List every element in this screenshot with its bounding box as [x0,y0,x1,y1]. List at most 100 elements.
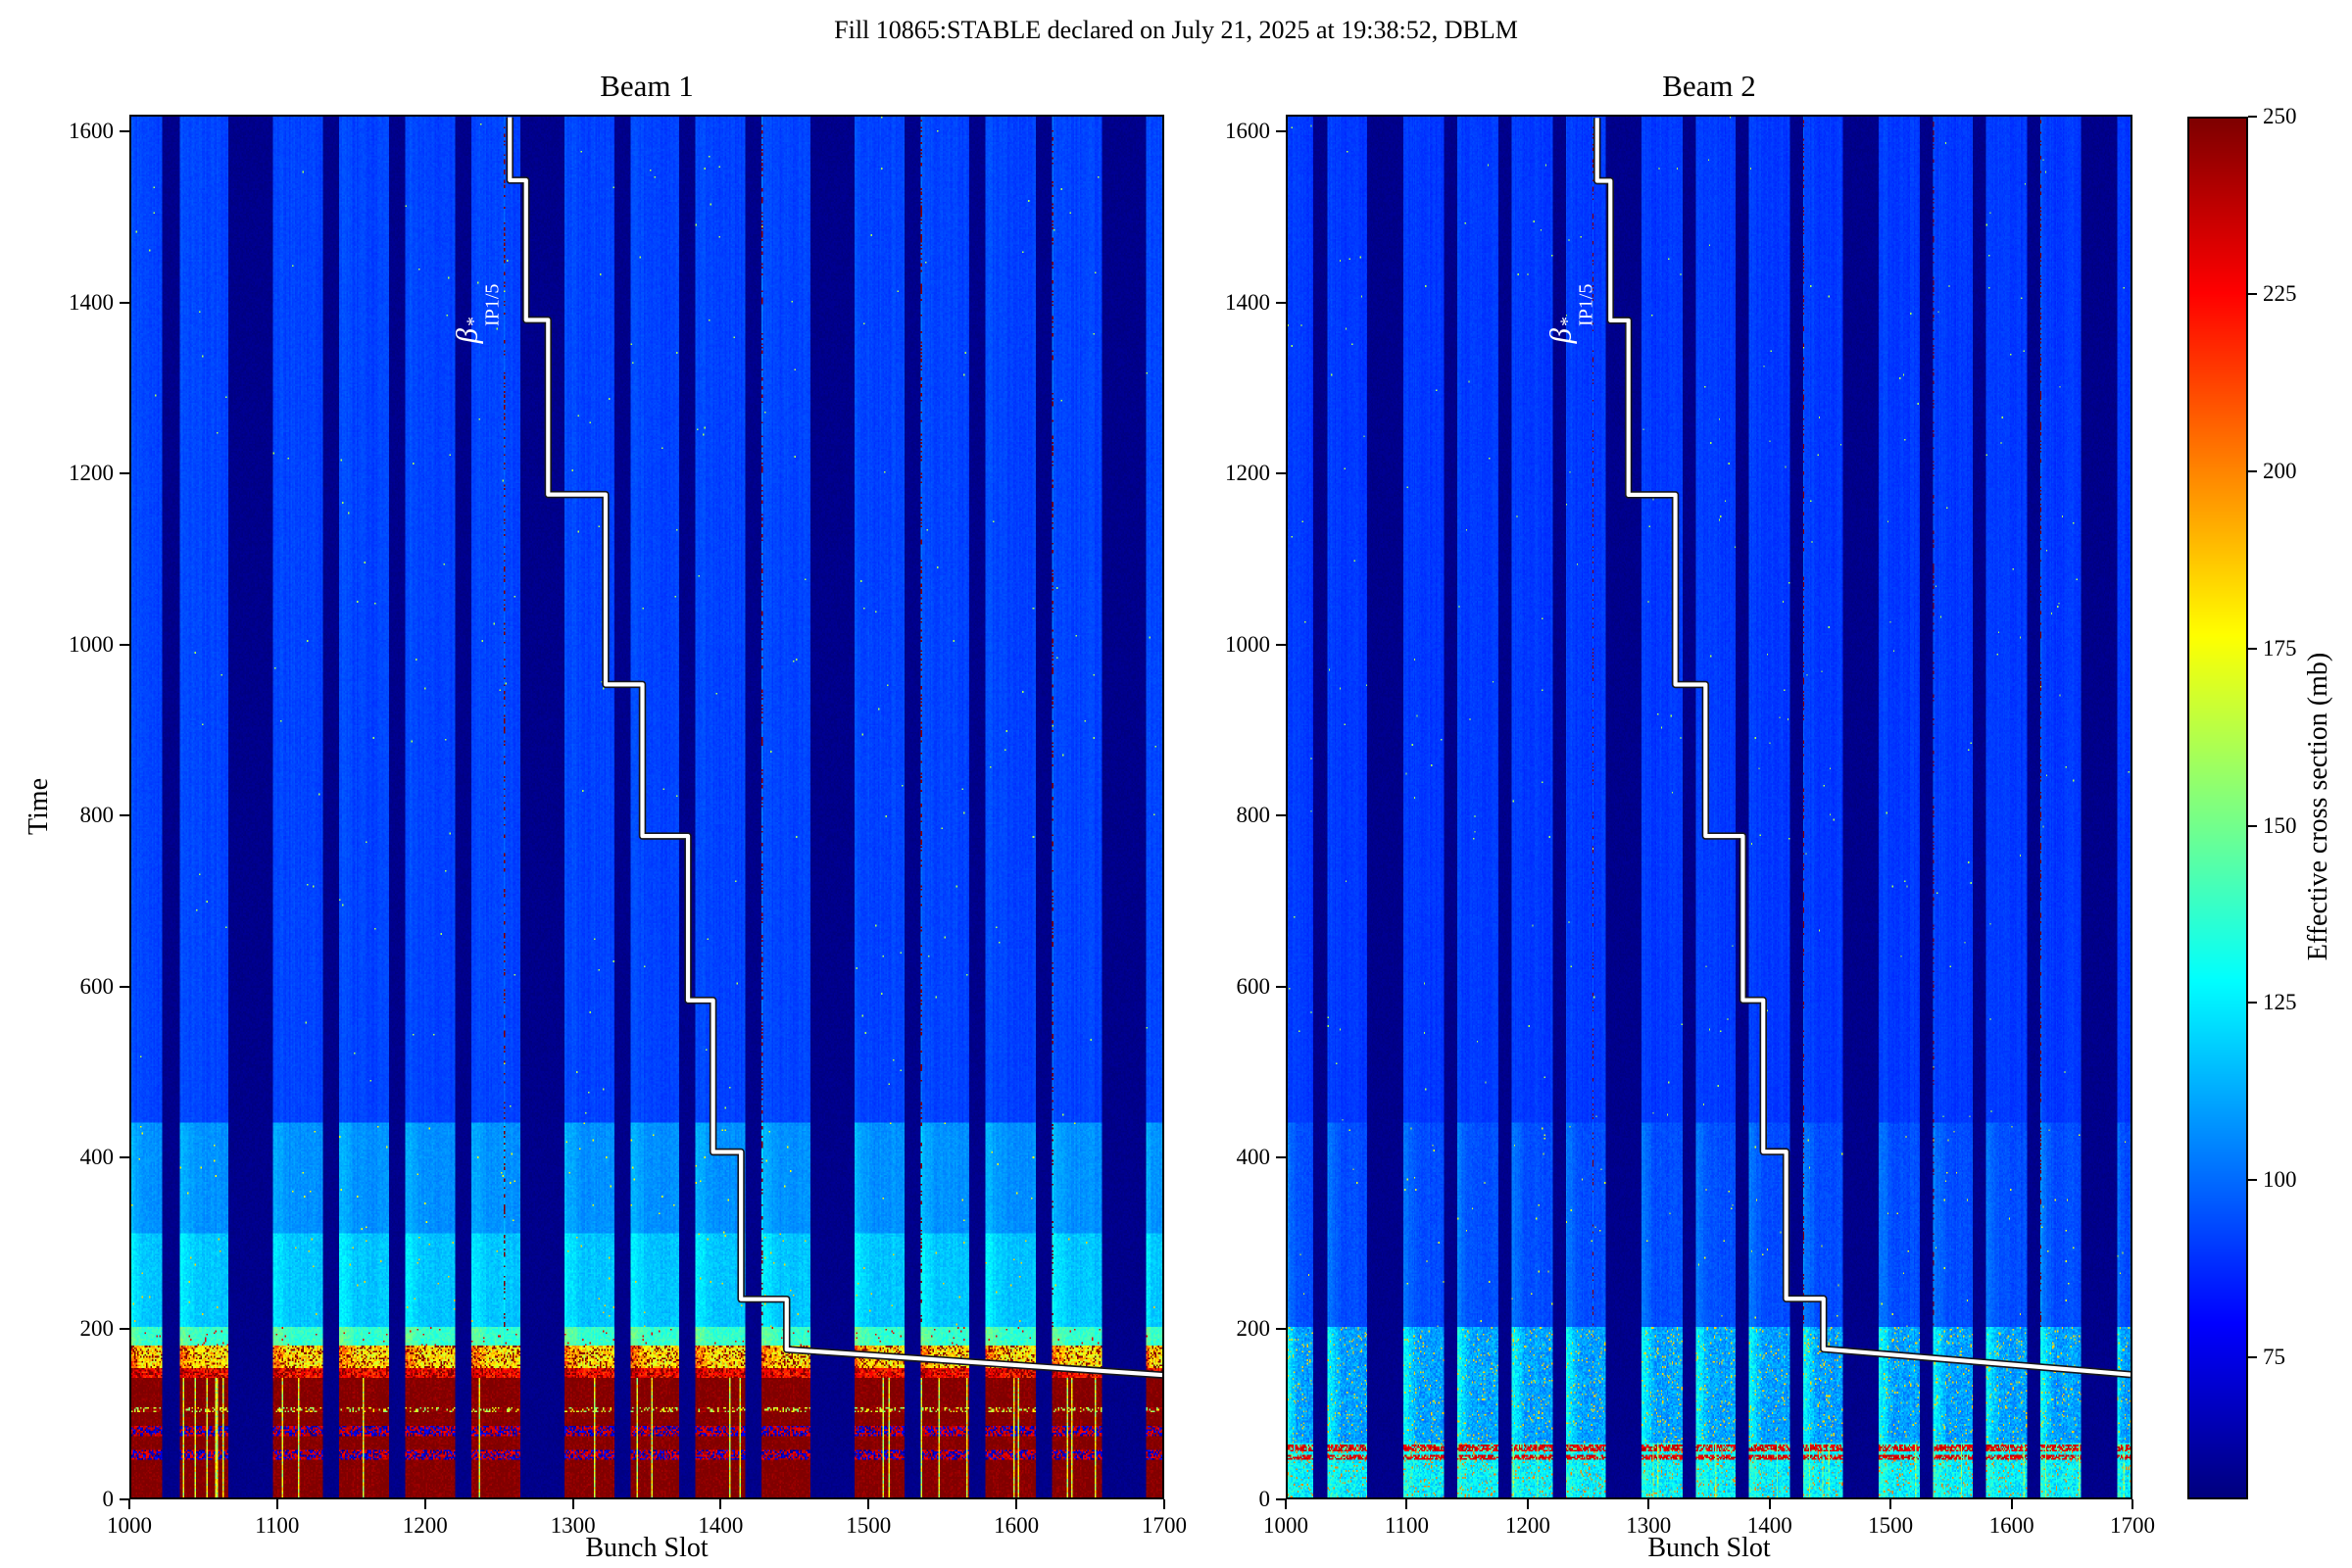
x-tick [275,1499,278,1509]
x-tick [1889,1499,1892,1509]
y-tick [120,985,129,988]
y-tick-label: 200 [1236,1315,1271,1341]
x-tick [128,1499,130,1509]
y-tick-label: 1200 [1225,461,1270,486]
x-tick [1647,1499,1650,1509]
x-tick-label: 1100 [255,1513,300,1538]
heatmap-panel-beam1: β * IP1/5 [129,115,1164,1499]
panel-title-beam2: Beam 2 [1662,69,1756,103]
y-tick [120,472,129,475]
x-tick [1015,1499,1018,1509]
beta-symbol: β [449,327,484,344]
colorbar-tick [2248,292,2257,295]
y-axis-label: Time [24,777,54,836]
x-tick-label: 1400 [1746,1513,1792,1538]
x-tick-label: 1700 [2110,1513,2155,1538]
colorbar-tick-label: 225 [2263,280,2297,306]
y-tick [1276,1156,1286,1159]
colorbar-tick-label: 100 [2263,1167,2297,1193]
x-tick [571,1499,574,1509]
y-tick-label: 1000 [1225,631,1270,657]
x-tick-label: 1200 [1504,1513,1550,1538]
x-tick [1163,1499,1165,1509]
y-tick [1276,130,1286,133]
colorbar-tick-label: 250 [2263,104,2297,128]
x-tick-label: 1300 [550,1513,596,1538]
colorbar-tick-label: 75 [2263,1345,2285,1370]
x-tick [2132,1499,2133,1509]
y-tick [120,1156,129,1159]
y-tick [120,814,129,817]
y-tick [1276,1327,1286,1330]
colorbar-tick [2248,1002,2257,1004]
x-tick-label: 1200 [402,1513,448,1538]
heatmap-canvas-beam1 [131,117,1162,1497]
x-tick [1285,1499,1287,1509]
y-tick-label: 800 [79,803,115,828]
x-tick-label: 1000 [107,1513,152,1538]
figure-title: Fill 10865:STABLE declared on July 21, 2… [834,16,1518,44]
x-tick [1405,1499,1408,1509]
y-tick-label: 1400 [1225,289,1270,315]
colorbar-tick-label: 150 [2263,812,2297,838]
colorbar-tick [2248,469,2257,472]
y-tick [120,130,129,133]
colorbar-gradient [2189,119,2246,1497]
colorbar-tick [2248,1179,2257,1182]
colorbar-tick-label: 175 [2263,635,2297,661]
x-tick-label: 1400 [698,1513,744,1538]
y-tick [120,643,129,646]
y-tick [1276,643,1286,646]
x-axis-label-beam1: Bunch Slot [585,1533,709,1563]
y-tick [1276,814,1286,817]
beta-star-line-beam1 [506,117,1162,1379]
y-tick [120,301,129,304]
x-tick [1768,1499,1771,1509]
y-tick-label: 1000 [69,631,114,657]
y-tick-label: 1200 [69,461,114,486]
y-tick-label: 800 [1236,803,1271,828]
x-tick-label: 1500 [846,1513,892,1538]
y-tick [1276,301,1286,304]
beta-subscript: IP1/5 [481,283,504,326]
colorbar-tick-label: 200 [2263,458,2297,483]
x-tick-label: 1600 [1988,1513,2034,1538]
x-tick-label: 1600 [994,1513,1040,1538]
beta-symbol: β [1543,327,1578,344]
colorbar-label: Effective cross section (mb) [2303,652,2333,961]
colorbar-tick-label: 125 [2263,990,2297,1015]
beta-star-line-beam2 [1592,118,2131,1379]
y-tick-label: 400 [1236,1145,1271,1170]
beta-star-label-beam2: β * IP1/5 [1543,283,1597,344]
x-tick-label: 1500 [1868,1513,1914,1538]
x-tick [423,1499,426,1509]
y-tick [120,1327,129,1330]
y-tick [1276,1498,1286,1500]
colorbar-tick [2248,647,2257,650]
y-tick [1276,985,1286,988]
beta-star-label-beam1: β * IP1/5 [449,283,504,344]
y-tick-label: 600 [79,973,115,999]
x-tick-label: 1000 [1263,1513,1308,1538]
colorbar-tick [2248,1356,2257,1359]
panel-title-beam1: Beam 1 [600,69,694,103]
x-axis-label-beam2: Bunch Slot [1647,1533,1771,1563]
y-tick [1276,472,1286,475]
y-tick-label: 1600 [69,119,114,144]
y-tick-label: 1600 [1225,119,1270,144]
colorbar-tick [2248,824,2257,827]
y-tick-label: 600 [1236,973,1271,999]
y-tick-label: 400 [79,1145,115,1170]
x-tick [2010,1499,2013,1509]
colorbar [2187,117,2248,1499]
beta-subscript: IP1/5 [1575,283,1597,326]
x-tick-label: 1700 [1142,1513,1187,1538]
y-tick-label: 1400 [69,289,114,315]
x-tick [1526,1499,1529,1509]
y-tick-label: 200 [79,1315,115,1341]
x-tick [867,1499,870,1509]
y-tick-label: 0 [1258,1487,1271,1511]
colorbar-tick [2248,116,2257,118]
heatmap-panel-beam2: β * IP1/5 [1286,115,2132,1499]
